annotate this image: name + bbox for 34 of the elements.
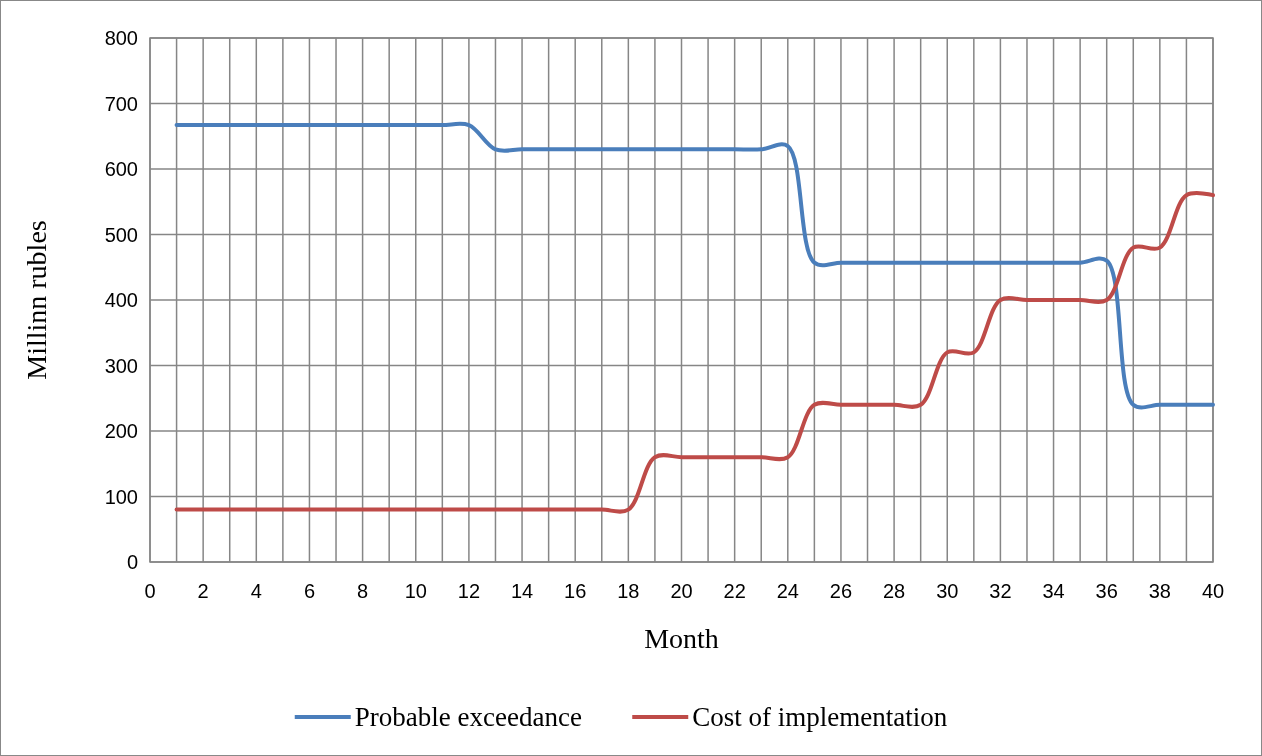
x-tick-label: 40 <box>1201 580 1225 602</box>
x-axis-title: Month <box>644 623 719 654</box>
y-tick-label: 500 <box>104 223 138 246</box>
x-tick-label: 28 <box>882 580 906 602</box>
x-tick-label: 12 <box>457 580 481 602</box>
legend-label: Cost of implementation <box>692 702 948 732</box>
y-tick-label: 300 <box>104 354 138 377</box>
y-tick-label: 100 <box>104 485 138 508</box>
x-tick-label: 38 <box>1148 580 1171 602</box>
x-tick-label: 18 <box>617 580 640 602</box>
x-tick-label: 4 <box>250 580 262 602</box>
x-tick-label: 34 <box>1042 580 1065 602</box>
x-tick-label: 26 <box>829 580 853 602</box>
x-tick-label: 16 <box>564 580 587 602</box>
y-tick-label: 800 <box>104 27 138 49</box>
y-axis-title: Millinn rubles <box>21 220 52 380</box>
y-tick-label: 700 <box>104 92 138 115</box>
x-tick-label: 32 <box>989 580 1012 602</box>
legend-label: Probable exceedance <box>354 702 582 732</box>
y-tick-label: 200 <box>104 420 138 442</box>
x-tick-label: 2 <box>197 580 209 602</box>
x-tick-label: 30 <box>936 580 959 602</box>
y-tick-label: 0 <box>126 551 138 573</box>
x-tick-label: 20 <box>670 580 693 602</box>
x-tick-label: 10 <box>404 580 427 602</box>
x-tick-label: 24 <box>776 580 799 602</box>
x-tick-label: 36 <box>1095 580 1118 602</box>
x-tick-label: 0 <box>144 580 156 602</box>
x-tick-label: 22 <box>723 580 746 602</box>
x-tick-label: 6 <box>303 580 316 602</box>
y-tick-label: 400 <box>104 289 138 311</box>
x-tick-label: 8 <box>357 580 369 602</box>
x-tick-label: 14 <box>510 580 534 602</box>
y-tick-label: 600 <box>104 158 138 180</box>
